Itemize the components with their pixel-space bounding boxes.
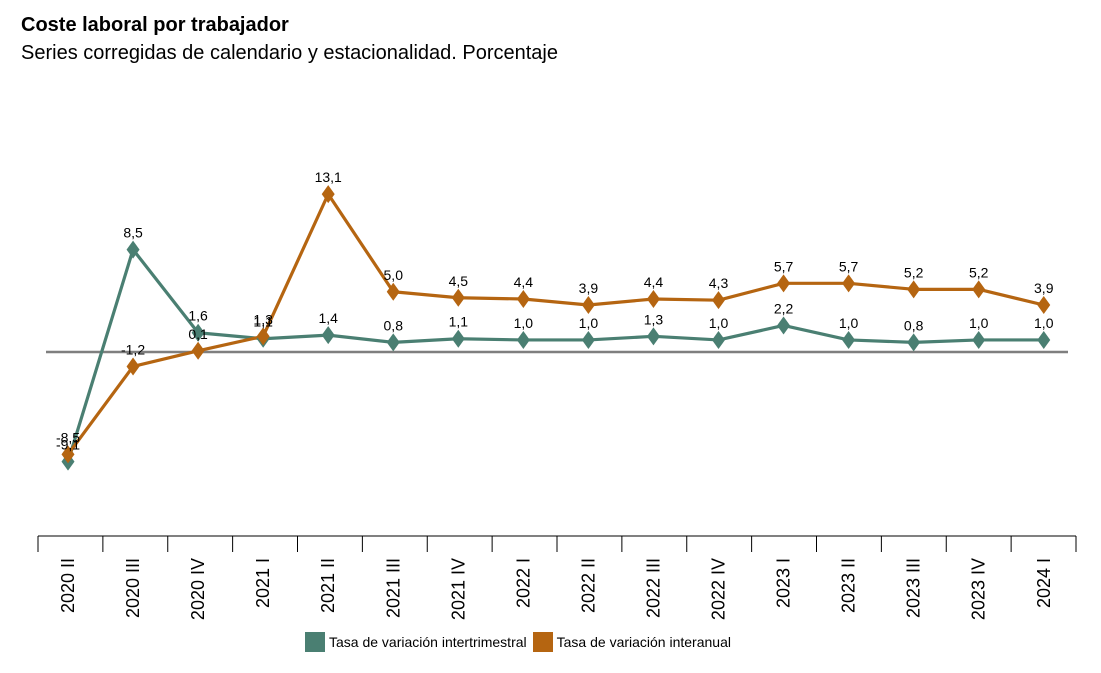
series-0-data-label: 1,0 xyxy=(579,315,599,331)
x-tick-label: 2020 III xyxy=(123,558,143,618)
x-tick-label: 2023 I xyxy=(774,558,794,608)
series-0-point xyxy=(907,333,921,352)
series-1-point xyxy=(646,289,660,308)
x-tick-label: 2023 II xyxy=(839,558,859,613)
series-1-point xyxy=(126,357,140,376)
legend-item-intertrimestral[interactable]: Tasa de variación intertrimestral xyxy=(305,632,527,652)
series-0-point xyxy=(516,330,530,349)
series-1-data-label: 3,9 xyxy=(1034,280,1054,296)
x-tick-label: 2021 III xyxy=(383,558,403,618)
series-0-point xyxy=(386,333,400,352)
series-1-data-label: 5,2 xyxy=(904,264,924,280)
series-1-point xyxy=(191,341,205,360)
series-0-point xyxy=(191,323,205,342)
series-0-data-label: 2,2 xyxy=(774,300,794,316)
series-1-point xyxy=(907,280,921,299)
legend-label-interanual: Tasa de variación interanual xyxy=(556,634,731,650)
legend-item-interanual[interactable]: Tasa de variación interanual xyxy=(532,632,731,652)
x-tick-label: 2022 III xyxy=(643,558,663,618)
legend-label-intertrimestral: Tasa de variación intertrimestral xyxy=(329,634,527,650)
series-0-point xyxy=(321,326,335,345)
series-1-data-label: 4,4 xyxy=(514,274,534,290)
x-tick-label: 2020 II xyxy=(58,558,78,613)
series-1-data-label: -1,2 xyxy=(121,341,145,357)
series-1-point xyxy=(256,327,270,346)
series-0-point xyxy=(842,330,856,349)
series-0-data-label: 0,8 xyxy=(384,317,404,333)
series-line-1 xyxy=(66,192,1045,456)
series-0-data-label: 1,0 xyxy=(514,315,534,331)
series-0-data-label: 1,4 xyxy=(318,310,338,326)
series-0-data-label: 8,5 xyxy=(123,225,143,241)
series-line-0 xyxy=(66,247,1044,463)
x-tick-label: 2020 IV xyxy=(188,558,208,620)
series-0-data-label: 1,1 xyxy=(253,314,273,330)
series-1-data-label: 4,4 xyxy=(644,274,664,290)
series-0-data-label: 1,6 xyxy=(188,308,208,324)
series-1-data-label: -8,5 xyxy=(56,429,80,445)
series-0-data-label: 1,0 xyxy=(1034,315,1054,331)
series-0-data-label: -9,1 xyxy=(56,437,80,453)
series-0-point xyxy=(1037,330,1051,349)
x-tick-label: 2022 II xyxy=(578,558,598,613)
legend-swatch-interanual xyxy=(532,632,553,652)
series-1-point xyxy=(972,280,986,299)
series-1-point xyxy=(581,296,595,315)
series-1-data-label: 5,7 xyxy=(774,258,794,274)
legend-swatch-intertrimestral xyxy=(305,632,325,652)
series-1-point xyxy=(777,274,791,293)
chart-subtitle: Series corregidas de calendario y estaci… xyxy=(21,42,558,64)
series-1-data-label: 3,9 xyxy=(579,280,599,296)
series-1-point xyxy=(386,282,400,301)
series-0-point xyxy=(646,327,660,346)
series-0-point xyxy=(581,330,595,349)
series-1-data-label: 5,7 xyxy=(839,258,859,274)
series-0-data-label: 1,0 xyxy=(969,315,989,331)
x-tick-label: 2023 IV xyxy=(969,558,989,620)
series-1-data-label: 5,2 xyxy=(969,264,989,280)
series-1-point xyxy=(451,288,465,307)
x-tick-label: 2023 III xyxy=(904,558,924,618)
series-1-point xyxy=(712,291,725,310)
series-1-point xyxy=(842,274,856,293)
series-0-data-label: 0,8 xyxy=(904,317,924,333)
series-0-point xyxy=(712,330,725,349)
series-0-point xyxy=(126,240,140,259)
series-0-point xyxy=(972,330,986,349)
series-0-point xyxy=(451,329,465,348)
chart-title: Coste laboral por trabajador xyxy=(21,14,289,36)
series-1-data-label: 5,0 xyxy=(384,267,404,283)
series-1-point xyxy=(1037,296,1051,315)
x-tick-label: 2022 I xyxy=(513,558,533,608)
series-0-data-label: 1,3 xyxy=(644,311,664,327)
series-1-data-label: 13,1 xyxy=(315,169,342,185)
x-tick-label: 2024 I xyxy=(1034,558,1054,608)
series-1-data-label: 0,1 xyxy=(188,326,208,342)
x-tick-label: 2021 IV xyxy=(448,558,468,620)
x-tick-label: 2021 I xyxy=(253,558,273,608)
series-0-data-label: 1,0 xyxy=(839,315,859,331)
series-0-data-label: 1,0 xyxy=(709,315,729,331)
series-0-point xyxy=(777,316,791,335)
x-tick-label: 2022 IV xyxy=(709,558,729,620)
series-1-data-label: 4,3 xyxy=(709,275,729,291)
series-0-data-label: 1,1 xyxy=(449,314,469,330)
series-1-data-label: 4,5 xyxy=(449,273,469,289)
x-tick-label: 2021 II xyxy=(318,558,338,613)
series-1-point xyxy=(516,289,530,308)
series-1-data-label: 1,3 xyxy=(253,311,273,327)
legend: Tasa de variación intertrimestral Tasa d… xyxy=(305,632,737,652)
series-1-point xyxy=(61,445,75,464)
series-1-point xyxy=(321,185,335,204)
